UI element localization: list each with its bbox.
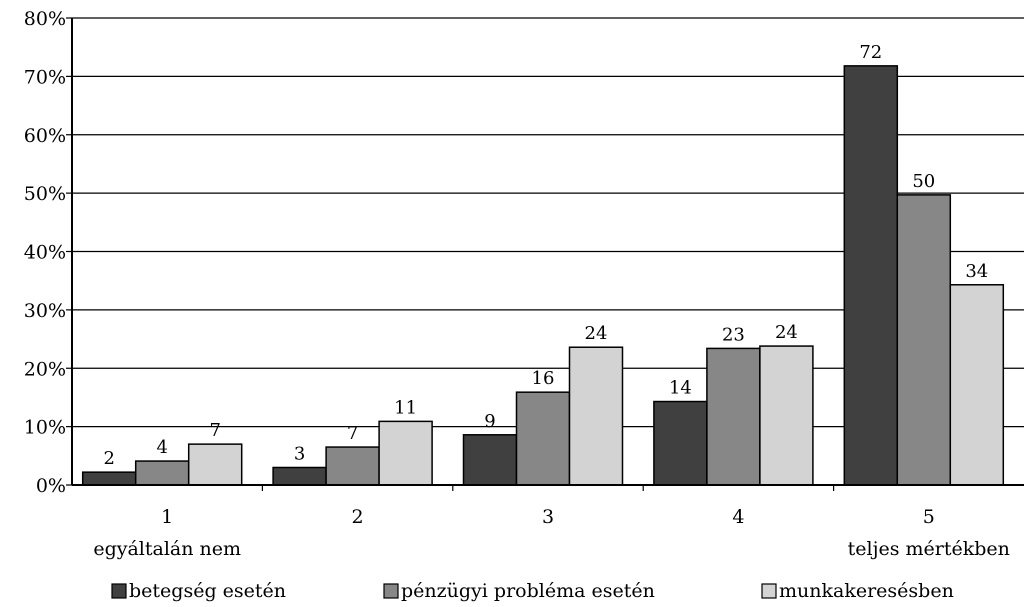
bar-value-label: 7 xyxy=(209,420,220,441)
bar xyxy=(378,420,433,486)
x-category-label: 5 xyxy=(923,506,935,528)
bar xyxy=(653,400,708,486)
bar-value-label: 50 xyxy=(912,171,935,192)
bar-value-label: 9 xyxy=(484,411,495,432)
axes xyxy=(66,17,1024,491)
x-category-label: 1 xyxy=(161,506,173,528)
y-tick-label: 30% xyxy=(24,300,66,322)
bar xyxy=(568,346,624,486)
y-tick-label: 80% xyxy=(24,8,66,30)
y-axis-tick-labels: 0% 10% 20% 30% 40% 50% 60% 70% 80% xyxy=(24,8,66,497)
y-tick-label: 0% xyxy=(36,475,66,497)
x-category-label: 3 xyxy=(542,506,554,528)
x-category-label: 2 xyxy=(352,506,364,528)
bar-value-label: 72 xyxy=(859,42,882,63)
y-tick-label: 70% xyxy=(24,66,66,88)
legend-swatch xyxy=(383,583,399,599)
bar-value-label: 24 xyxy=(775,322,798,343)
bar xyxy=(272,466,327,486)
bar xyxy=(134,460,190,486)
bar xyxy=(515,391,571,486)
y-tick-label: 40% xyxy=(24,242,66,264)
gridlines xyxy=(72,17,1024,428)
bar xyxy=(896,194,952,486)
bar-value-label: 14 xyxy=(669,378,692,399)
bar-value-label: 16 xyxy=(532,368,555,389)
bar-value-label: 3 xyxy=(294,443,305,464)
legend: betegség esetén pénzügyi probléma esetén m… xyxy=(111,580,954,602)
y-tick-label: 60% xyxy=(24,125,66,147)
y-tick-label: 10% xyxy=(24,417,66,439)
legend-label: betegség esetén xyxy=(129,580,286,602)
bar xyxy=(759,345,814,486)
bar xyxy=(843,65,899,486)
x-axis-category-labels: 1 egyáltalán nem 2 3 4 5 teljes mértékben xyxy=(93,506,1010,560)
bar xyxy=(706,347,761,486)
legend-label: pénzügyi probléma esetén xyxy=(401,580,655,602)
bar xyxy=(325,446,380,486)
bar-value-label: 34 xyxy=(965,261,988,282)
legend-swatch xyxy=(111,583,127,599)
bar xyxy=(81,471,137,486)
bar-value-label: 2 xyxy=(103,448,114,469)
bar-value-label: 7 xyxy=(347,423,358,444)
x-category-sublabel: egyáltalán nem xyxy=(93,538,241,560)
bar xyxy=(949,284,1005,486)
y-tick-label: 50% xyxy=(24,183,66,205)
bar xyxy=(462,434,518,486)
legend-label: munkakeresésben xyxy=(779,580,954,602)
legend-swatch xyxy=(761,583,777,599)
x-category-sublabel: teljes mértékben xyxy=(848,538,1010,560)
y-tick-label: 20% xyxy=(24,358,66,380)
bar-value-label: 23 xyxy=(722,324,745,345)
x-category-label: 4 xyxy=(732,506,744,528)
bar-value-label: 11 xyxy=(394,397,417,418)
bar-value-label: 24 xyxy=(585,323,608,344)
bar-value-label: 4 xyxy=(156,437,167,458)
bar xyxy=(187,443,243,486)
